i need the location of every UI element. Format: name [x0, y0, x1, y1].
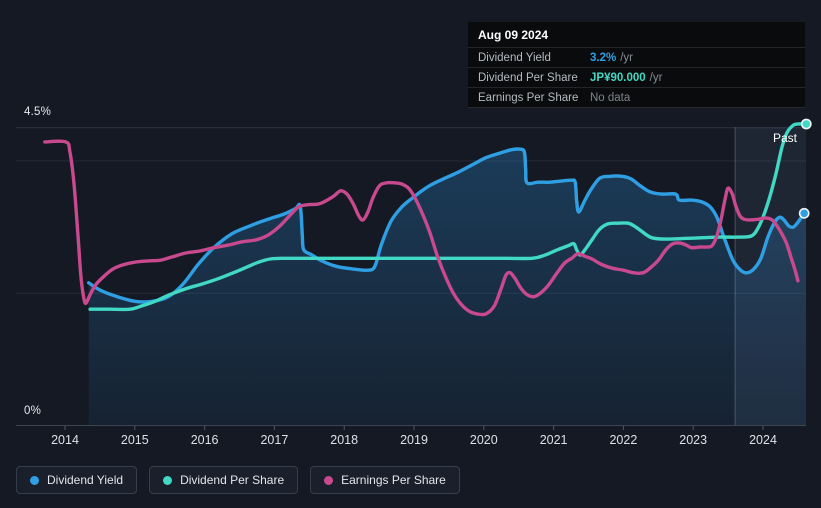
x-axis-label: 2016 [191, 433, 219, 447]
legend-item-label: Dividend Yield [47, 473, 124, 487]
tooltip-row-label: Dividend Yield [478, 51, 551, 64]
earnings-per-share-line [43, 139, 800, 317]
legend-item-dividend-per-share[interactable]: Dividend Per Share [149, 466, 299, 494]
tooltip-row: Earnings Per Share No data [468, 87, 805, 107]
tooltip-row-value: JP¥90.000 [590, 71, 646, 84]
legend-item-label: Dividend Per Share [180, 473, 285, 487]
x-axis-label: 2023 [679, 433, 707, 447]
x-axis-label: 2020 [470, 433, 498, 447]
y-axis-min-label: 0% [24, 405, 42, 417]
dividend-yield-area [88, 148, 806, 425]
tooltip-row: Dividend Yield 3.2% /yr [468, 47, 805, 67]
x-axis-label: 2019 [400, 433, 428, 447]
chart-legend: Dividend Yield Dividend Per Share Earnin… [16, 466, 460, 494]
dividend-yield-end-dot [798, 207, 810, 219]
x-axis-label: 2017 [260, 433, 288, 447]
legend-item-dividend-yield[interactable]: Dividend Yield [16, 466, 138, 494]
earnings-per-share-dot-icon [324, 475, 334, 485]
legend-item-earnings-per-share[interactable]: Earnings Per Share [310, 466, 460, 494]
tooltip-row-value: 3.2% [590, 51, 617, 64]
tooltip-row-label: Dividend Per Share [478, 71, 578, 84]
tooltip-date: Aug 09 2024 [478, 28, 549, 42]
chart-canvas: 2014 2015 2016 2017 2018 2019 2020 2021 2022 2023… [16, 118, 812, 447]
tooltip-row-suffix: /yr [620, 51, 633, 64]
dividend-yield-line [87, 147, 806, 304]
x-axis-label: 2014 [51, 433, 79, 447]
tooltip-row-label: Earnings Per Share [478, 91, 579, 104]
dividend-yield-dot-icon [30, 475, 39, 485]
x-axis-label: 2022 [609, 433, 637, 447]
chart-tooltip: Aug 09 2024 Dividend Yield 3.2% /yr Divi… [468, 22, 805, 108]
dividend-per-share-dot-icon [163, 475, 173, 485]
tooltip-row-value: No data [590, 91, 631, 104]
tooltip-row: Dividend Per Share JP¥90.000 /yr [468, 67, 805, 87]
dividend-per-share-end-dot [800, 118, 812, 130]
past-label: Past [772, 131, 797, 145]
tooltip-row-suffix: /yr [649, 71, 663, 84]
y-axis-max-label: 4.5% [24, 106, 52, 118]
legend-item-label: Earnings Per Share [341, 473, 446, 487]
x-axis-label: 2021 [540, 433, 568, 447]
x-axis-label: 2018 [330, 433, 358, 447]
x-axis-label: 2024 [749, 433, 777, 447]
past-band [735, 127, 806, 426]
x-axis-label: 2015 [121, 433, 149, 447]
